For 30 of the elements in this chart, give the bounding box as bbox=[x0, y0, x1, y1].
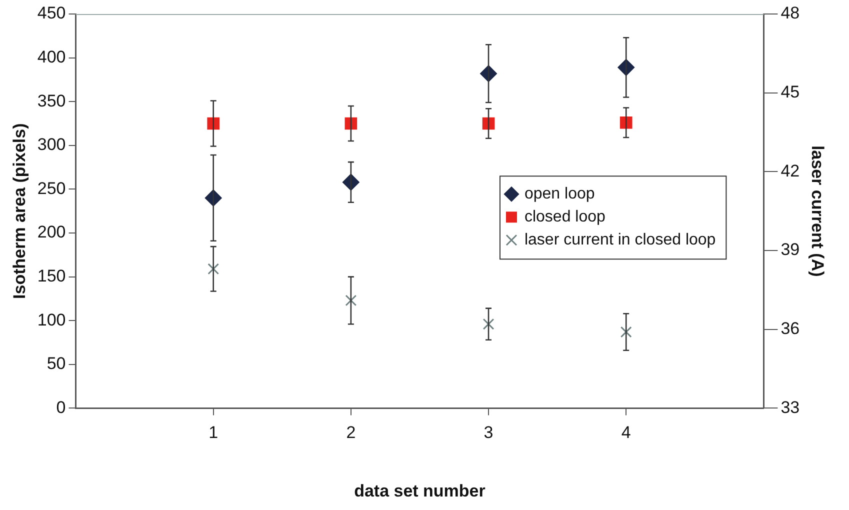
y-tick-label: 0 bbox=[56, 398, 66, 417]
y-tick-label: 50 bbox=[46, 354, 66, 374]
y-tick-label: 300 bbox=[37, 135, 66, 154]
y2-tick-label: 45 bbox=[780, 82, 800, 102]
y-axis-title: Isotherm area (pixels) bbox=[10, 123, 29, 299]
x-axis-title: data set number bbox=[354, 481, 486, 500]
y-tick-label: 400 bbox=[37, 47, 66, 66]
y-tick-label: 200 bbox=[37, 222, 66, 242]
point bbox=[620, 326, 632, 338]
y-tick-label: 450 bbox=[37, 4, 66, 23]
point bbox=[345, 294, 357, 306]
legend-label: open loop bbox=[524, 186, 595, 203]
y-tick-label: 350 bbox=[37, 91, 66, 110]
y2-tick-label: 39 bbox=[780, 240, 800, 260]
y2-tick-label: 33 bbox=[780, 398, 800, 417]
point bbox=[482, 318, 494, 330]
x-tick-label: 4 bbox=[621, 423, 631, 442]
legend-label: laser current in closed loop bbox=[524, 232, 716, 249]
x-tick-label: 3 bbox=[484, 423, 494, 442]
y-tick-label: 250 bbox=[37, 178, 66, 198]
x-tick-label: 1 bbox=[208, 423, 218, 442]
y2-axis-title: laser current (A) bbox=[808, 145, 828, 277]
y-tick-label: 150 bbox=[37, 266, 66, 286]
point bbox=[208, 263, 220, 275]
y2-tick-label: 36 bbox=[780, 319, 800, 338]
y2-tick-label: 42 bbox=[780, 161, 800, 180]
x-tick-label: 2 bbox=[346, 423, 356, 442]
legend-label: closed loop bbox=[524, 208, 606, 226]
y-tick-label: 100 bbox=[37, 310, 66, 330]
y2-tick-label: 48 bbox=[780, 4, 800, 23]
